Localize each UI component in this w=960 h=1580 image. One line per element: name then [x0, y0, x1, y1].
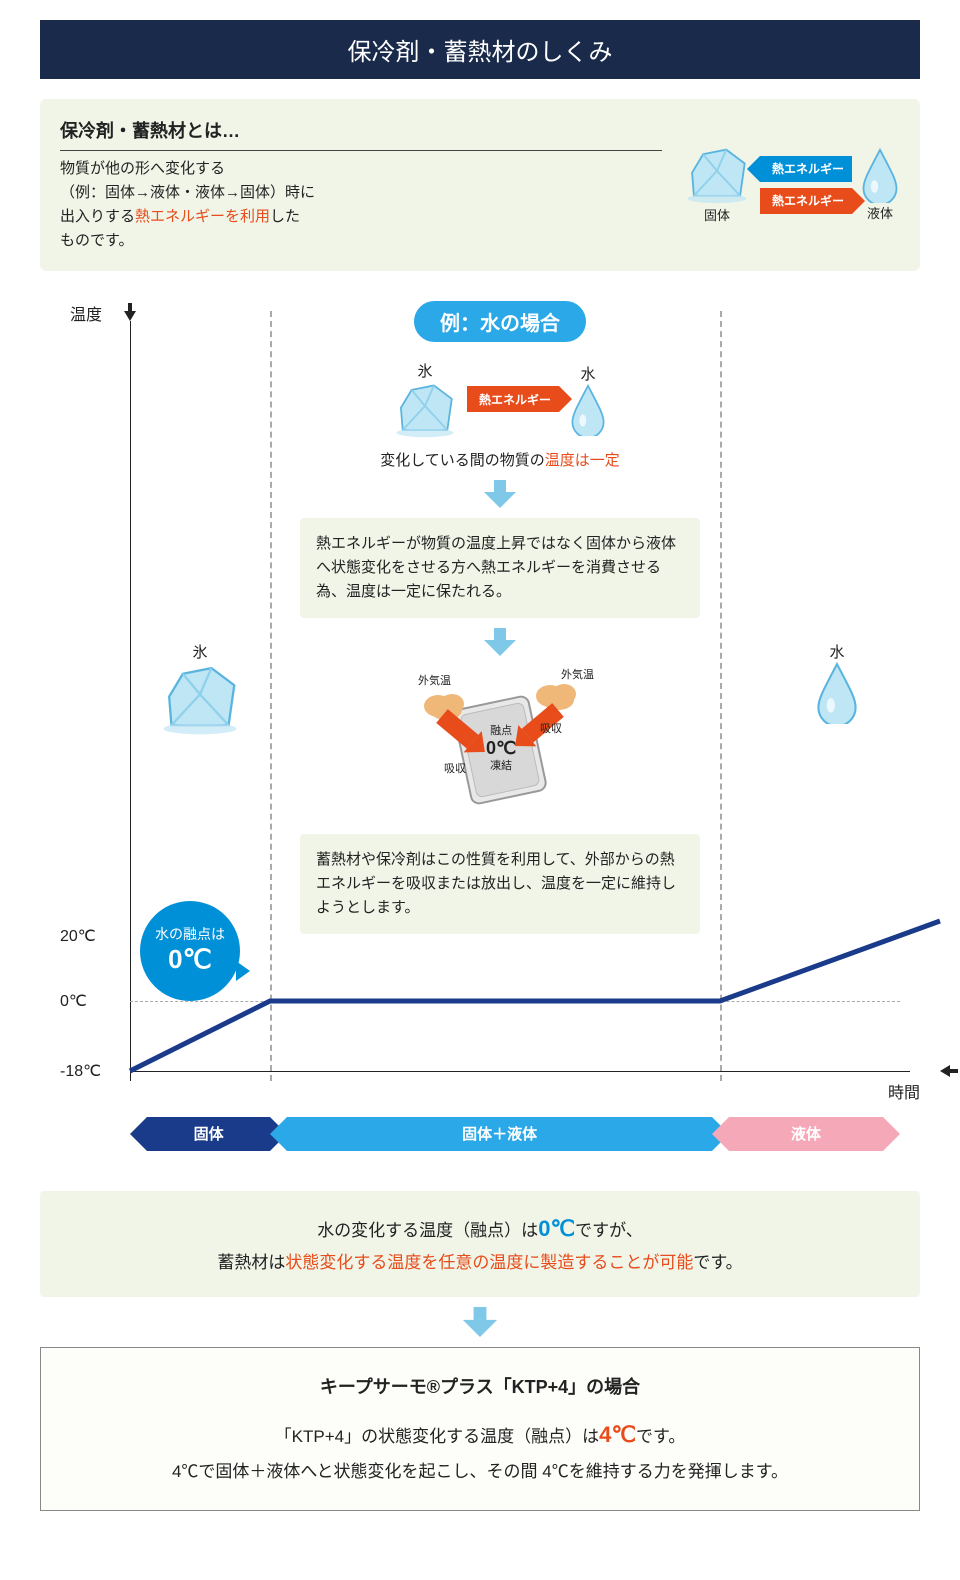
absorb-label: 吸収 [540, 720, 562, 736]
intro-diagram: 固体 熱エネルギー 熱エネルギー 液体 [682, 145, 900, 224]
intro-heading: 保冷剤・蓄熱材とは… [60, 117, 662, 151]
explanation-box-1: 熱エネルギーが物質の温度上昇ではなく固体から液体へ状態変化をさせる方へ熱エネルギ… [300, 518, 700, 618]
water-drop-icon [569, 384, 607, 436]
ice-to-water-row: 氷 熱エネルギー 水 [393, 360, 607, 439]
solid-label: 固体 [682, 205, 752, 224]
ambient-label: 外気温 [561, 666, 594, 682]
explanation-box-2: 蓄熱材や保冷剤はこの性質を利用して、外部からの熱エネルギーを吸収または放出し、温… [300, 834, 700, 934]
phase-bar-mix: 固体＋液体 [287, 1117, 712, 1151]
water-drop-icon [814, 662, 860, 724]
heat-arrow-out: 熱エネルギー [760, 188, 852, 214]
note-box: 水の変化する温度（融点）は0℃ですが、 蓄熱材は状態変化する温度を任意の温度に製… [40, 1191, 920, 1297]
constant-temp-caption: 変化している間の物質の温度は一定 [380, 449, 620, 470]
liquid-label: 液体 [860, 203, 900, 222]
intro-text: 保冷剤・蓄熱材とは… 物質が他の形へ変化する （例：固体→液体・液体→固体）時に… [60, 117, 662, 253]
water-drop-icon [860, 148, 900, 203]
product-box: キープサーモ®プラス「KTP+4」の場合 「KTP+4」の状態変化する温度（融点… [40, 1347, 920, 1511]
heat-arrow-in: 熱エネルギー [760, 156, 852, 182]
side-ice: 氷 [160, 641, 240, 737]
side-water: 水 [814, 641, 860, 724]
pack-diagram: 外気温 外気温 吸収 吸収 融点 0℃ 凍結 [400, 670, 600, 820]
example-pill: 例：水の場合 [414, 301, 586, 342]
intro-line: （例：固体→液体・液体→固体）時に [60, 181, 662, 205]
page-title: 保冷剤・蓄熱材のしくみ [40, 20, 920, 79]
ice-icon [393, 381, 457, 439]
pack-center-label: 融点 0℃ 凍結 [486, 725, 516, 773]
center-explanation: 例：水の場合 氷 熱エネルギー 水 変化している間の物質の温度は一定 熱エネルギ… [300, 301, 700, 934]
intro-section: 保冷剤・蓄熱材とは… 物質が他の形へ変化する （例：固体→液体・液体→固体）時に… [40, 99, 920, 271]
ice-icon [160, 662, 240, 737]
phase-bar-liquid: 液体 [729, 1117, 883, 1151]
absorb-label: 吸収 [444, 760, 466, 776]
down-arrow-icon [484, 628, 516, 656]
heat-arrow: 熱エネルギー [467, 386, 559, 412]
intro-line: 物質が他の形へ変化する [60, 157, 662, 181]
intro-line: ものです。 [60, 229, 662, 253]
down-arrow-icon [462, 1307, 498, 1337]
melting-point-badge: 水の融点は 0℃ [140, 901, 240, 1001]
phase-chart: 温度 時間 20℃ 0℃ -18℃ 氷 水 水の融点は 0℃ 例：水の場合 氷 [40, 301, 920, 1161]
ambient-label: 外気温 [418, 672, 451, 688]
phase-bar-row: 固体 固体＋液体 液体 [130, 1117, 900, 1151]
ice-icon [682, 145, 752, 205]
phase-bar-solid: 固体 [147, 1117, 270, 1151]
intro-line: 出入りする熱エネルギーを利用した [60, 205, 662, 229]
down-arrow-icon [484, 480, 516, 508]
product-heading: キープサーモ®プラス「KTP+4」の場合 [65, 1370, 895, 1404]
